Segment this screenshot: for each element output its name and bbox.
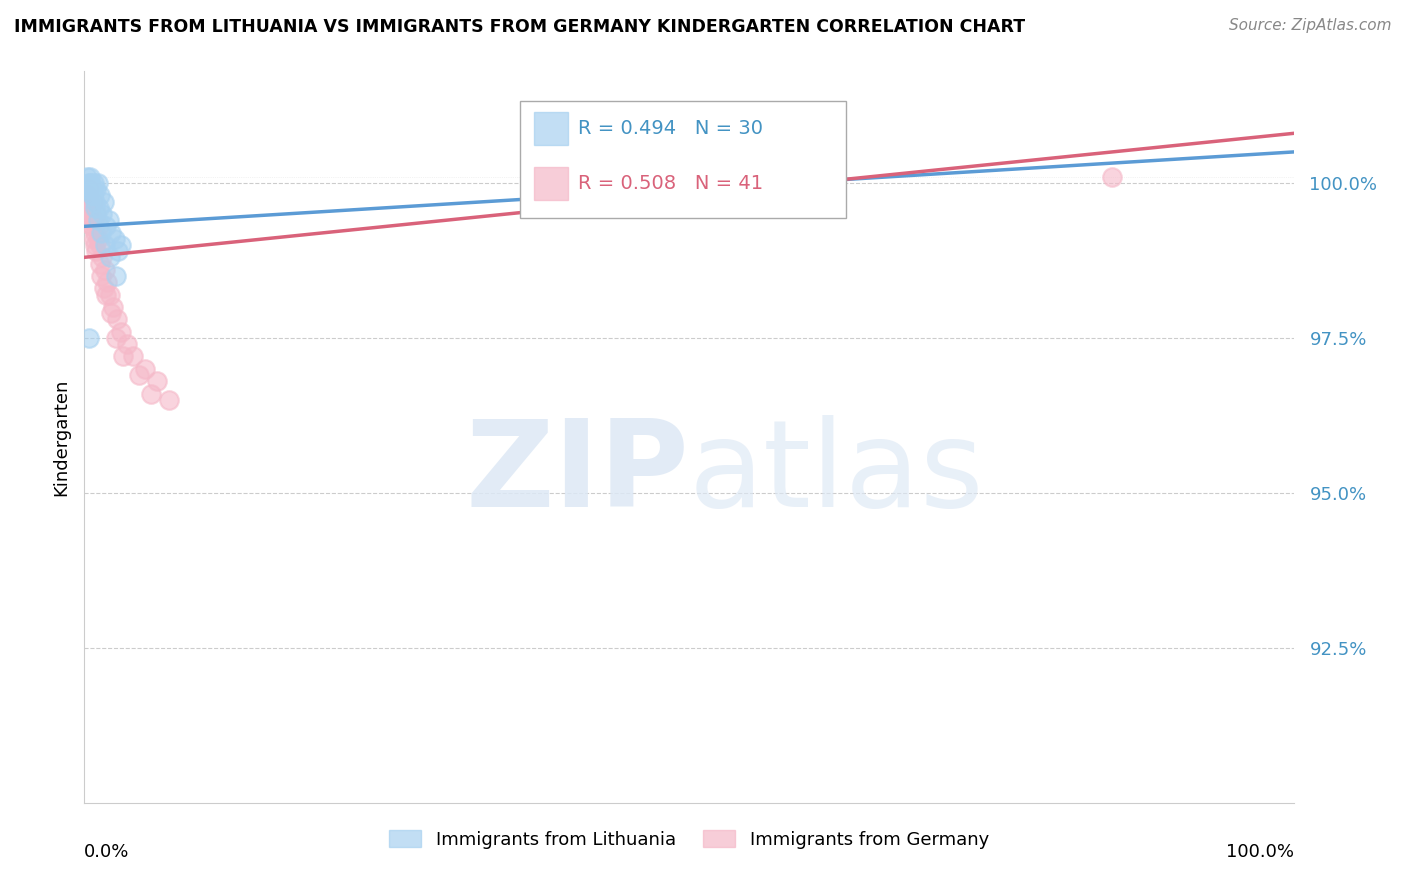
Point: [79, 169, 101, 184]
Point: [134, 362, 156, 376]
Point: [83, 176, 105, 190]
FancyBboxPatch shape: [520, 101, 846, 218]
Point: [112, 350, 135, 364]
Point: [83, 232, 105, 246]
Point: [77, 182, 100, 196]
Point: [128, 368, 150, 383]
Point: [91, 207, 114, 221]
Point: [77, 207, 100, 221]
Point: [80, 219, 103, 234]
Point: [86, 244, 108, 259]
Text: atlas: atlas: [689, 415, 984, 533]
Point: [79, 213, 101, 227]
Point: [80, 188, 103, 202]
Point: [83, 213, 105, 227]
FancyBboxPatch shape: [534, 167, 568, 200]
Point: [86, 207, 108, 221]
FancyBboxPatch shape: [534, 112, 568, 145]
Text: R = 0.494   N = 30: R = 0.494 N = 30: [578, 120, 762, 138]
Point: [86, 213, 108, 227]
Point: [94, 238, 117, 252]
Text: R = 0.508   N = 41: R = 0.508 N = 41: [578, 174, 763, 194]
Point: [100, 226, 122, 240]
Point: [100, 306, 122, 320]
Point: [89, 256, 111, 270]
Text: IMMIGRANTS FROM LITHUANIA VS IMMIGRANTS FROM GERMANY KINDERGARTEN CORRELATION CH: IMMIGRANTS FROM LITHUANIA VS IMMIGRANTS …: [14, 18, 1025, 36]
Point: [93, 281, 115, 295]
Point: [82, 194, 104, 209]
Point: [82, 188, 104, 202]
Point: [146, 374, 169, 388]
Point: [94, 262, 117, 277]
Point: [105, 312, 128, 326]
Point: [94, 287, 117, 301]
Point: [82, 182, 104, 196]
Text: Source: ZipAtlas.com: Source: ZipAtlas.com: [1229, 18, 1392, 33]
Y-axis label: Kindergarten: Kindergarten: [52, 378, 70, 496]
Text: 0.0%: 0.0%: [84, 843, 129, 861]
Point: [80, 219, 103, 234]
Point: [77, 201, 100, 215]
Point: [103, 300, 125, 314]
Point: [87, 201, 110, 215]
Point: [86, 176, 108, 190]
Point: [139, 386, 162, 401]
Point: [115, 337, 138, 351]
Point: [93, 194, 115, 209]
Point: [77, 331, 100, 345]
Point: [89, 188, 111, 202]
Point: [86, 182, 108, 196]
Text: 100.0%: 100.0%: [1226, 843, 1294, 861]
Legend: Immigrants from Lithuania, Immigrants from Germany: Immigrants from Lithuania, Immigrants fr…: [381, 823, 997, 856]
Point: [90, 226, 112, 240]
Point: [104, 331, 127, 345]
Point: [76, 188, 98, 202]
Point: [76, 169, 98, 184]
Point: [77, 182, 100, 196]
Point: [107, 244, 129, 259]
Point: [121, 350, 143, 364]
Point: [84, 201, 107, 215]
Point: [96, 275, 118, 289]
Point: [104, 232, 127, 246]
Point: [104, 268, 127, 283]
Point: [94, 219, 117, 234]
Point: [110, 238, 132, 252]
Point: [77, 194, 100, 209]
Point: [84, 194, 107, 209]
Point: [79, 201, 101, 215]
Point: [84, 238, 107, 252]
Point: [79, 176, 101, 190]
Point: [157, 392, 180, 407]
Text: ZIP: ZIP: [465, 415, 689, 533]
Point: [86, 232, 108, 246]
Point: [98, 250, 121, 264]
Point: [89, 238, 111, 252]
Point: [77, 182, 100, 196]
Point: [91, 250, 114, 264]
Point: [77, 176, 100, 190]
Point: [1101, 169, 1123, 184]
Point: [90, 268, 112, 283]
Point: [110, 325, 132, 339]
Point: [97, 213, 120, 227]
Point: [98, 287, 121, 301]
Point: [87, 219, 110, 234]
Point: [84, 226, 107, 240]
